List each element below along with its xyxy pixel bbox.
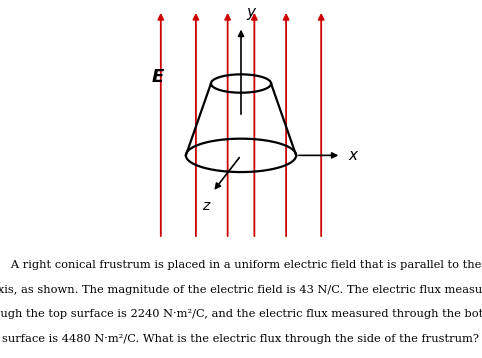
Text: E: E	[151, 68, 163, 86]
Text: y axis, as shown. The magnitude of the electric field is 43 N/C. The electric fl: y axis, as shown. The magnitude of the e…	[0, 285, 482, 295]
Text: through the top surface is 2240 N·m²/C, and the electric flux measured through t: through the top surface is 2240 N·m²/C, …	[0, 309, 482, 319]
Text: surface is 4480 N·m²/C. What is the electric flux through the side of the frustr: surface is 4480 N·m²/C. What is the elec…	[2, 334, 480, 344]
Text: z: z	[202, 199, 210, 213]
Text: A right conical frustrum is placed in a uniform electric field that is parallel : A right conical frustrum is placed in a …	[0, 260, 482, 270]
Text: y: y	[246, 5, 255, 20]
Text: x: x	[348, 148, 357, 163]
